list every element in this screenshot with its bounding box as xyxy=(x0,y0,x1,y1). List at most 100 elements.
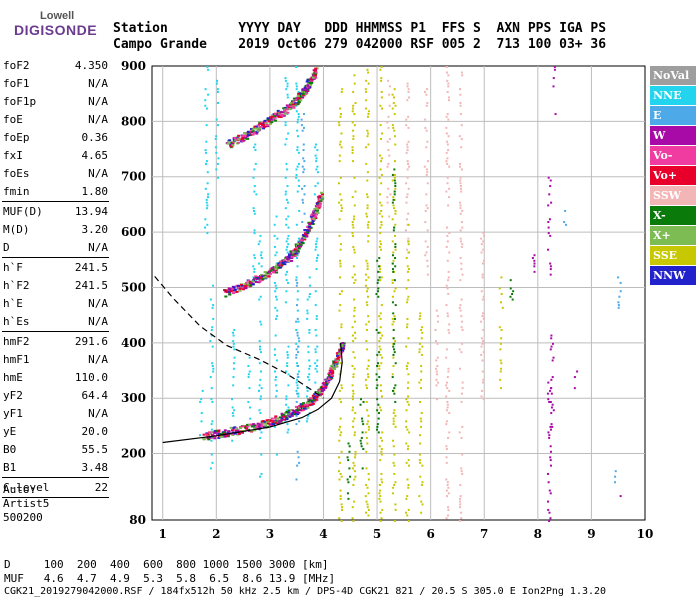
param-label: fxI xyxy=(3,149,23,162)
echo-mark xyxy=(252,265,255,268)
echo-mark xyxy=(482,351,485,354)
echo-mark xyxy=(338,309,341,312)
trace-mark xyxy=(277,264,281,267)
echo-mark xyxy=(406,99,409,102)
echo-mark xyxy=(204,162,207,165)
trace-mark xyxy=(299,92,303,95)
trace-mark xyxy=(283,108,287,111)
echo-mark xyxy=(338,389,341,392)
echo-mark xyxy=(287,384,290,387)
echo-mark xyxy=(426,171,429,174)
echo-mark xyxy=(394,481,397,484)
echo-mark xyxy=(498,326,501,329)
echo-mark xyxy=(405,182,408,185)
echo-mark xyxy=(387,149,390,152)
echo-mark xyxy=(337,182,340,185)
echo-mark xyxy=(339,304,342,307)
echo-mark xyxy=(406,160,409,163)
echo-mark xyxy=(349,475,352,478)
echo-mark xyxy=(296,121,299,124)
trace-mark xyxy=(280,419,284,422)
echo-mark xyxy=(459,176,462,179)
echo-mark xyxy=(380,389,383,392)
echo-mark xyxy=(482,381,485,384)
echo-mark xyxy=(420,420,423,423)
echo-mark xyxy=(366,115,369,118)
param-value: 241.5 xyxy=(74,279,108,292)
legend-item: W xyxy=(650,126,696,145)
echo-mark xyxy=(315,334,318,337)
echo-mark xyxy=(548,489,551,492)
echo-mark xyxy=(548,400,551,403)
echo-mark xyxy=(252,276,255,279)
trace-mark xyxy=(239,283,243,286)
echo-mark xyxy=(285,218,288,221)
echo-mark xyxy=(207,193,210,196)
echo-mark xyxy=(418,400,421,403)
param-row: hmE 110.0 xyxy=(0,369,111,387)
echo-mark xyxy=(339,140,342,143)
trace-mark xyxy=(272,268,276,271)
echo-mark xyxy=(296,290,299,293)
echo-mark xyxy=(316,182,319,185)
echo-mark xyxy=(447,74,450,77)
trace-mark xyxy=(327,377,331,380)
trace-mark xyxy=(237,141,241,144)
echo-mark xyxy=(200,398,203,401)
echo-mark xyxy=(366,409,369,412)
parameter-panel: foF2 4.350 foF1 N/A foF1p N/A foE N/A foEp 0.36 fx… xyxy=(0,57,111,499)
echo-mark xyxy=(259,320,262,323)
echo-mark xyxy=(460,315,463,318)
echo-mark xyxy=(340,475,343,478)
echo-mark xyxy=(405,364,408,367)
echo-mark xyxy=(367,82,370,85)
echo-mark xyxy=(353,124,356,127)
trace-mark xyxy=(208,432,212,435)
echo-mark xyxy=(338,218,341,221)
trace-mark xyxy=(213,437,217,440)
echo-mark xyxy=(367,492,370,495)
echo-mark xyxy=(366,373,369,376)
echo-mark xyxy=(212,367,215,370)
trace-mark xyxy=(247,283,251,286)
echo-mark xyxy=(458,506,461,509)
echo-mark xyxy=(307,345,310,348)
echo-mark xyxy=(211,345,214,348)
trace-mark xyxy=(279,111,283,114)
echo-mark xyxy=(365,328,368,331)
echo-mark xyxy=(296,331,299,334)
echo-mark xyxy=(393,179,396,182)
echo-mark xyxy=(306,389,309,392)
echo-mark xyxy=(437,320,440,323)
echo-mark xyxy=(405,201,408,204)
echo-mark xyxy=(405,118,408,121)
echo-mark xyxy=(420,353,423,356)
echo-mark xyxy=(352,218,355,221)
trace-mark xyxy=(305,235,309,238)
echo-mark xyxy=(233,409,236,412)
echo-mark xyxy=(296,464,299,467)
trace-mark xyxy=(304,84,308,87)
legend-item: NNE xyxy=(650,86,696,105)
echo-mark xyxy=(316,257,319,260)
echo-mark xyxy=(446,162,449,165)
echo-mark xyxy=(378,193,381,196)
echo-mark xyxy=(460,268,463,271)
trace-mark xyxy=(334,361,338,364)
echo-mark xyxy=(459,101,462,104)
echo-mark xyxy=(232,331,235,334)
echo-mark xyxy=(295,423,298,426)
echo-mark xyxy=(365,212,368,215)
trace-mark xyxy=(313,400,317,403)
echo-mark xyxy=(547,381,550,384)
echo-mark xyxy=(353,215,356,218)
echo-mark xyxy=(407,243,410,246)
echo-mark xyxy=(446,234,449,237)
echo-mark xyxy=(273,245,276,248)
echo-mark xyxy=(379,137,382,140)
echo-mark xyxy=(206,66,209,68)
echo-mark xyxy=(232,334,235,337)
echo-mark xyxy=(285,395,288,398)
echo-mark xyxy=(360,417,363,420)
echo-mark xyxy=(424,90,427,93)
